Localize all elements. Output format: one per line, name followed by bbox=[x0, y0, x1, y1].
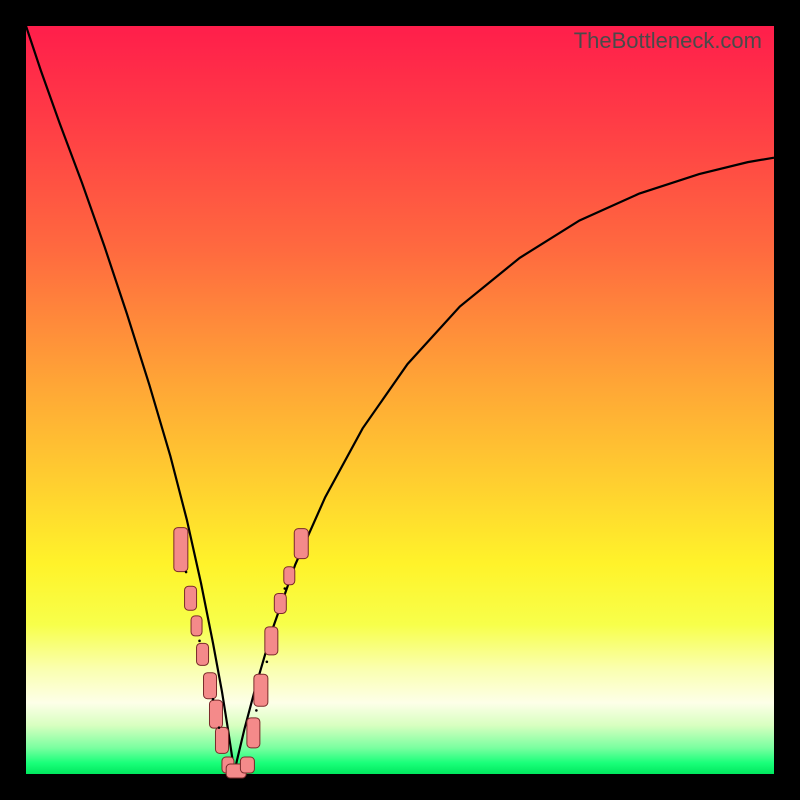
data-marker bbox=[274, 593, 286, 613]
data-marker bbox=[197, 643, 209, 665]
data-marker bbox=[191, 616, 202, 636]
chart-frame: TheBottleneck.com bbox=[0, 0, 800, 800]
plot-area bbox=[26, 26, 774, 774]
data-dot bbox=[198, 640, 201, 643]
data-dot bbox=[185, 571, 188, 574]
data-dot bbox=[255, 709, 258, 712]
watermark-text: TheBottleneck.com bbox=[574, 28, 762, 54]
data-marker bbox=[215, 727, 228, 753]
data-marker bbox=[209, 700, 222, 728]
data-marker bbox=[174, 528, 188, 572]
data-dot bbox=[218, 726, 221, 729]
data-marker bbox=[284, 567, 295, 585]
data-marker bbox=[204, 673, 217, 699]
data-dot bbox=[212, 698, 215, 701]
data-marker bbox=[265, 627, 278, 655]
data-dot bbox=[284, 587, 287, 590]
chart-svg bbox=[26, 26, 774, 774]
data-marker bbox=[254, 674, 268, 706]
data-marker bbox=[247, 718, 260, 748]
data-marker bbox=[294, 529, 308, 559]
curve-right-branch bbox=[234, 158, 774, 774]
data-marker bbox=[185, 586, 197, 610]
data-dot bbox=[266, 661, 269, 664]
data-marker bbox=[240, 757, 254, 773]
